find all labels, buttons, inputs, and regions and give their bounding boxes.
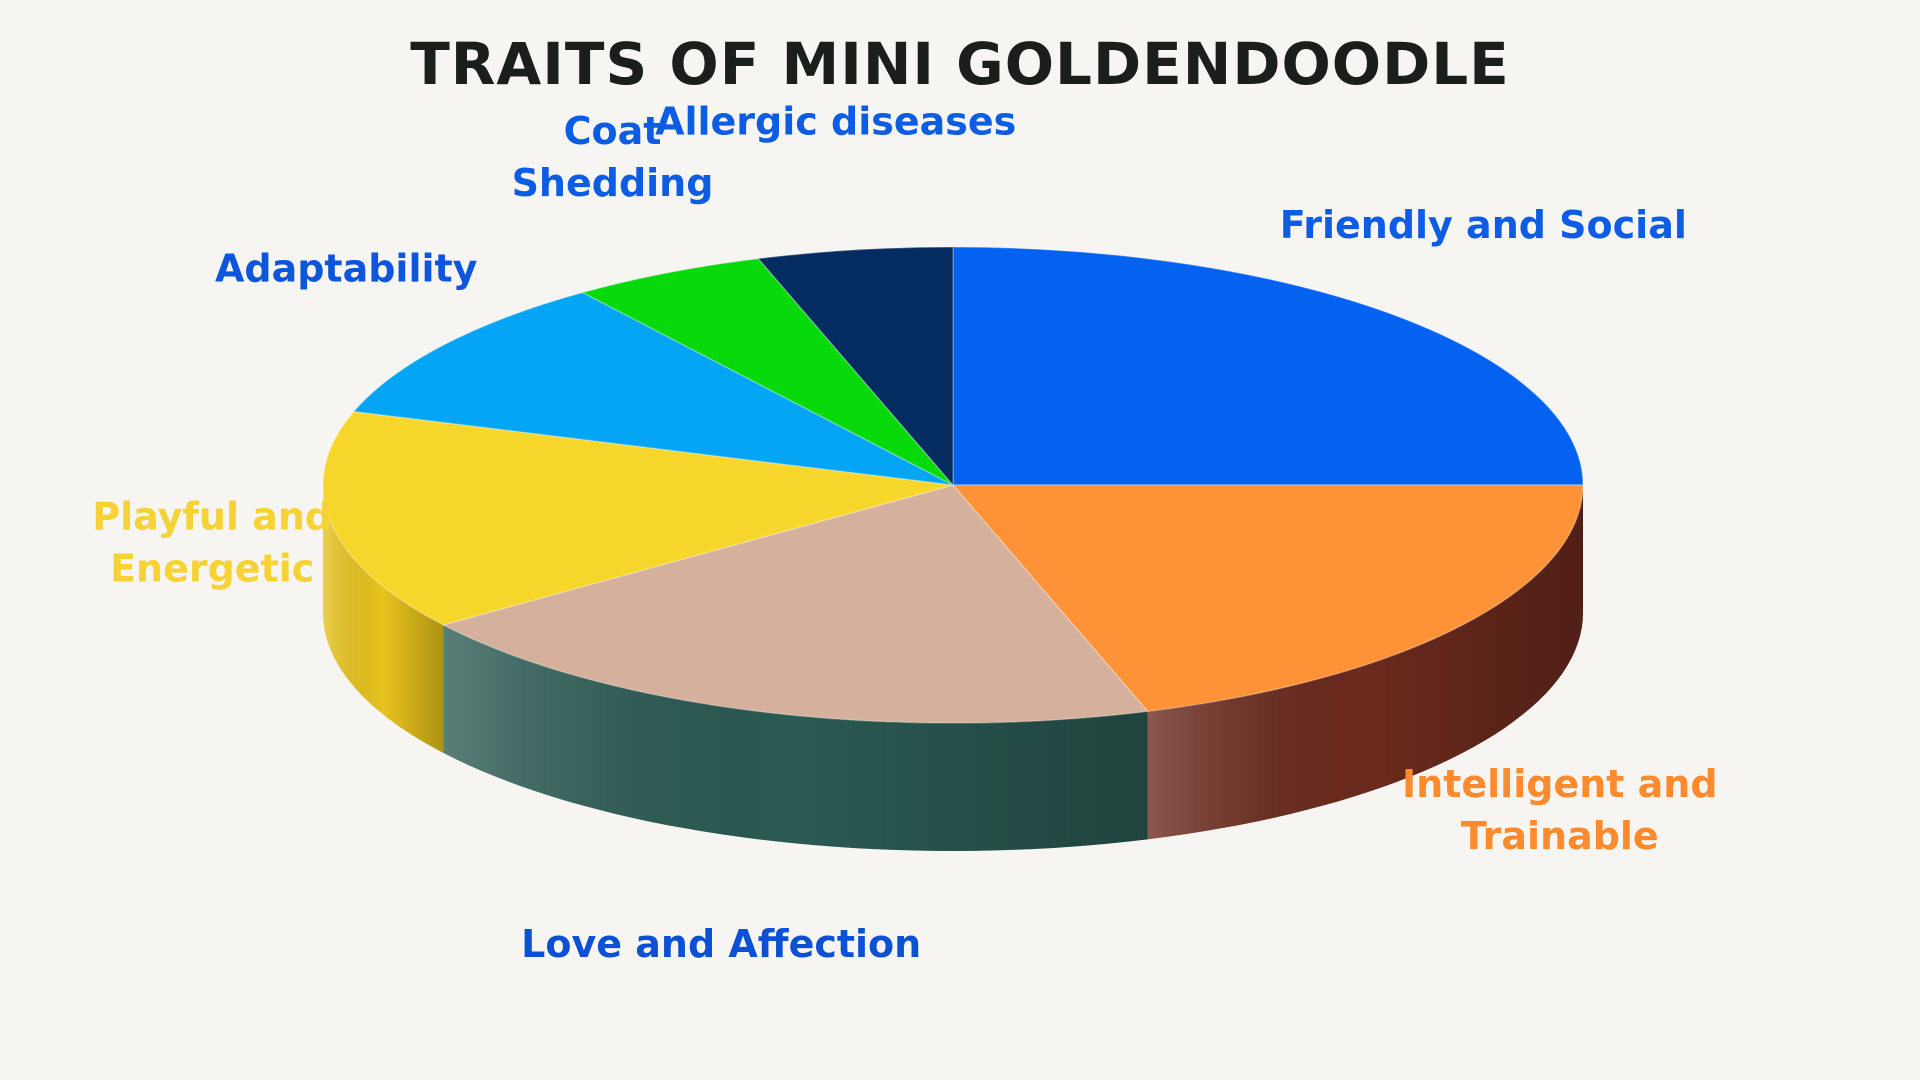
- pie-label-adaptability: Adaptability: [215, 247, 478, 291]
- pie-label-line: Love and Affection: [521, 922, 921, 966]
- pie-labels: Friendly and Social Intelligent and Traina…: [92, 100, 1717, 966]
- pie-side-shade-intelligent-and-trainable: [1147, 485, 1583, 840]
- pie-label-allergic-diseases: Allergic diseases: [655, 100, 1016, 144]
- pie-slice-love-and-affection: [441, 484, 1150, 724]
- pie-slice-adaptability: [352, 291, 954, 486]
- pie-slice-playful-and-energetic: [322, 410, 954, 626]
- pie-sides: [323, 485, 1583, 851]
- chart-title: TRAITS OF MINI GOLDENDOODLE: [410, 30, 1510, 98]
- pie-slice-allergic-diseases: [756, 246, 954, 488]
- pie-label-line: Coat: [564, 109, 662, 153]
- pie-label-line: Playful and: [92, 495, 332, 539]
- pie-label-coat-shedding: Coat Shedding: [512, 109, 714, 205]
- pie-label-love-and-affection: Love and Affection: [521, 922, 921, 966]
- pie-side-shade-love-and-affection: [443, 624, 1148, 851]
- pie-slice-intelligent-and-trainable: [951, 484, 1584, 713]
- pie-label-line: Allergic diseases: [655, 100, 1016, 144]
- pie-label-line: Friendly and Social: [1280, 203, 1687, 247]
- pie-label-friendly-and-social: Friendly and Social: [1280, 203, 1687, 247]
- pie-top: [322, 246, 1584, 724]
- pie-label-line: Trainable: [1461, 814, 1659, 858]
- pie-label-line: Energetic: [110, 547, 314, 591]
- pie-slice-friendly-and-social: [952, 246, 1584, 486]
- pie-label-line: Intelligent and: [1402, 762, 1718, 806]
- pie-label-line: Adaptability: [215, 247, 478, 291]
- pie-side-shade-playful-and-energetic: [323, 485, 444, 753]
- pie-label-intelligent-and-trainable: Intelligent and Trainable: [1402, 762, 1718, 858]
- pie-label-line: Shedding: [512, 161, 714, 205]
- pie-label-playful-and-energetic: Playful and Energetic: [92, 495, 332, 591]
- pie-slice-coat-shedding: [580, 257, 954, 486]
